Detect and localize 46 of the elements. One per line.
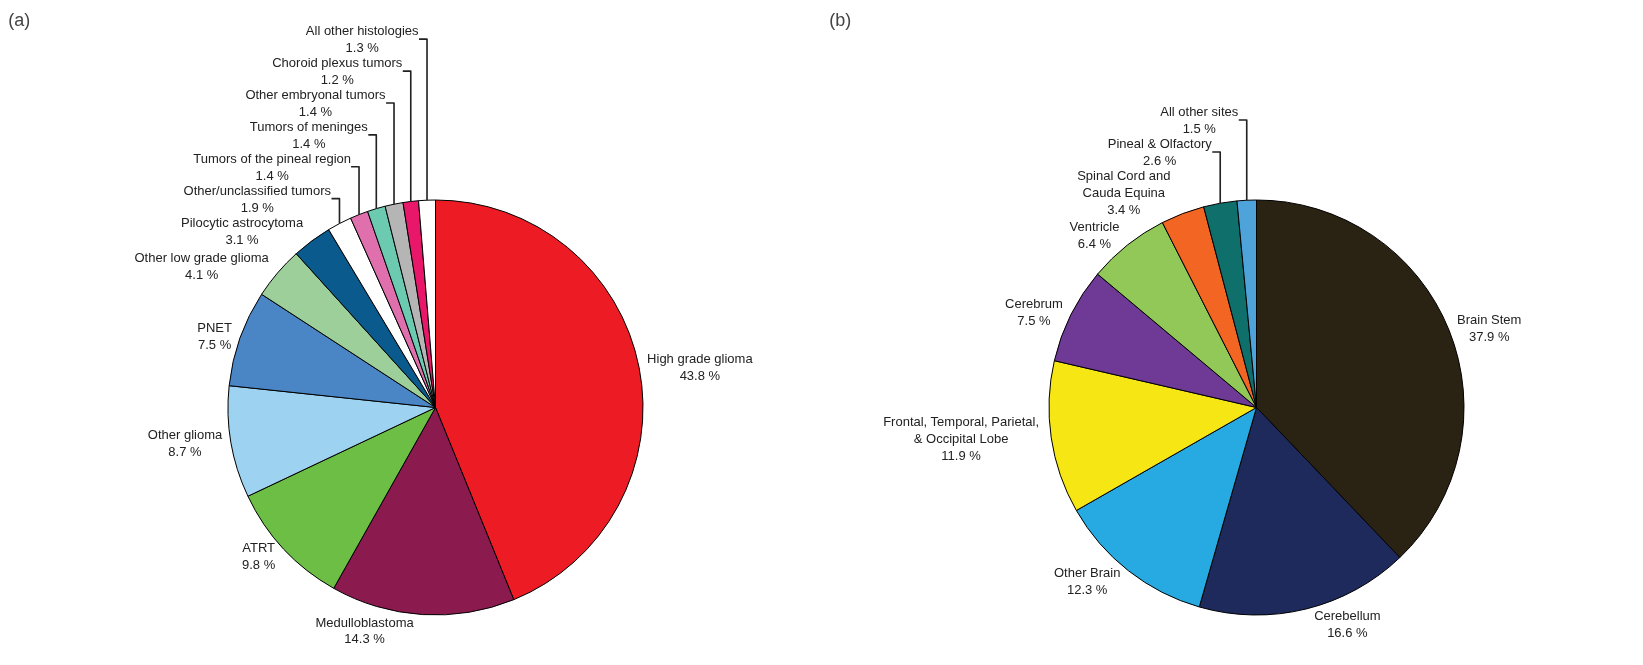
- data-label: 7.5 %: [197, 337, 232, 353]
- data-label: 1.4 %: [255, 167, 290, 183]
- slice-label: ATRT: [242, 540, 276, 556]
- slice-label: Pineal & Olfactory: [1107, 135, 1213, 151]
- data-label: 1.4 %: [292, 135, 326, 151]
- data-label: 9.8 %: [242, 557, 276, 573]
- data-label: 1.2 %: [320, 72, 355, 88]
- slice-label: Tumors of the pineal region: [193, 150, 352, 166]
- data-label: 2.6 %: [1143, 152, 1177, 168]
- slice-label: Other Brain: [1053, 564, 1121, 580]
- data-label: 1.3 %: [345, 40, 380, 56]
- data-label: 12.3 %: [1066, 581, 1108, 597]
- slice-label: Cerebellum: [1314, 608, 1381, 624]
- slice-label: High grade glioma: [647, 351, 754, 367]
- data-label: 4.1 %: [185, 267, 219, 283]
- data-label: 1.9 %: [240, 199, 275, 215]
- slice-label: Spinal Cord and Cauda Equina: [1077, 167, 1171, 200]
- slice-label: Brain Stem: [1457, 312, 1522, 328]
- data-label: 6.4 %: [1077, 236, 1112, 252]
- chart-title: (b): [829, 9, 852, 30]
- slice-label: All other histologies: [305, 23, 420, 39]
- slice-label: Frontal, Temporal, Parietal, & Occipital Lobe: [883, 413, 1040, 446]
- data-label: 3.1 %: [225, 231, 260, 247]
- slice-label: Pilocytic astrocytoma: [181, 214, 304, 230]
- slice-label: All other sites: [1160, 104, 1239, 120]
- data-label: 16.6 %: [1327, 624, 1369, 640]
- slice-label: PNET: [197, 320, 232, 336]
- slice-label: Cerebrum: [1005, 295, 1063, 311]
- data-label: 1.4 %: [298, 103, 333, 119]
- slice-label: Tumors of meninges: [249, 118, 369, 134]
- slice-label: Choroid plexus tumors: [272, 55, 403, 71]
- data-label: 1.5 %: [1182, 120, 1217, 136]
- data-label: 8.7 %: [168, 443, 203, 459]
- chart-title: (a): [8, 9, 31, 30]
- data-label: 11.9 %: [941, 447, 982, 463]
- slice-label: Other glioma: [147, 426, 223, 442]
- slice-label: Ventricle: [1069, 219, 1120, 235]
- slice-label: Other embryonal tumors: [245, 87, 387, 103]
- data-label: 7.5 %: [1017, 312, 1052, 328]
- data-label: 3.4 %: [1107, 201, 1141, 217]
- data-label: 43.8 %: [679, 367, 721, 383]
- slice-label: Other/unclassified tumors: [183, 182, 332, 198]
- slice-label: Medulloblastoma: [315, 614, 415, 630]
- slice-label: Other low grade glioma: [134, 250, 270, 266]
- data-label: 37.9 %: [1468, 329, 1510, 345]
- data-label: 14.3 %: [344, 631, 386, 647]
